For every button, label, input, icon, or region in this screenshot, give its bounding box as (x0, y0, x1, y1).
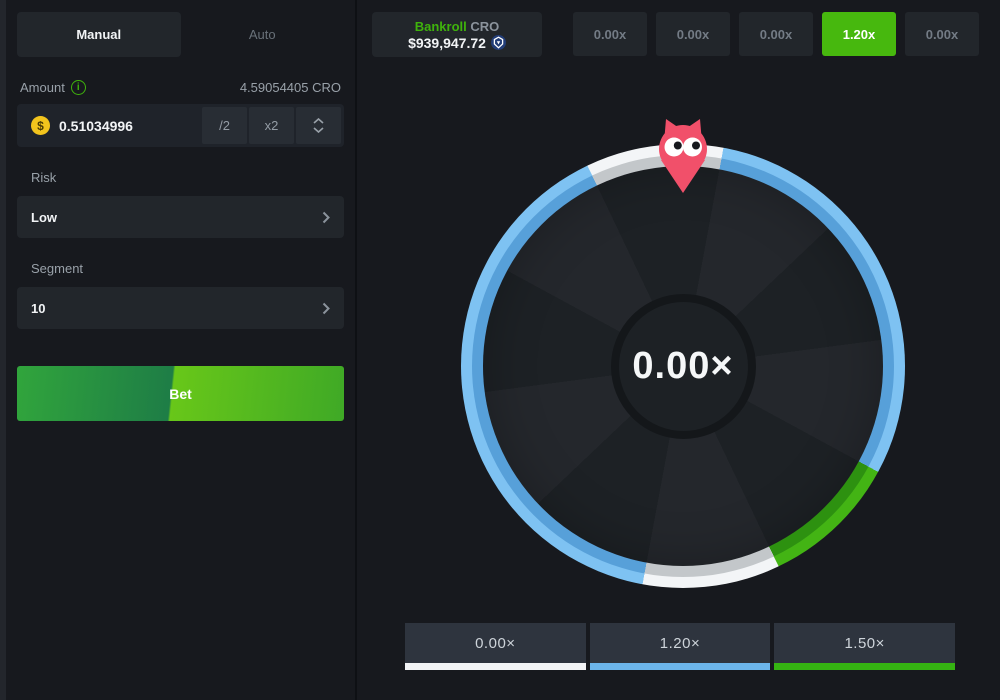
legend-color-bar (405, 663, 586, 670)
tab-manual[interactable]: Manual (17, 12, 181, 57)
chevron-right-icon (322, 211, 330, 223)
amount-input[interactable]: 0.51034996 /2 x2 (17, 104, 344, 147)
bet-panel: Manual Auto Amount 4.59054405 CRO 0.5103… (6, 0, 355, 700)
double-bet-button[interactable]: x2 (249, 107, 294, 144)
risk-select[interactable]: Low (17, 196, 344, 238)
bankroll-box: Bankroll CRO $939,947.72 (372, 12, 542, 57)
coin-icon (31, 116, 50, 135)
segment-value: 10 (31, 300, 46, 316)
amount-header: Amount 4.59054405 CRO (17, 78, 344, 96)
legend-payout: 1.20× (659, 634, 701, 652)
result-multiplier: 0.00× (632, 344, 734, 387)
legend-color-bar (589, 663, 771, 670)
bankroll-currency: CRO (470, 18, 500, 34)
legend-cell: 0.00× (405, 623, 586, 670)
bankroll-value: $939,947.72 (408, 34, 486, 51)
payout-legend: 0.00× 1.20× 1.50× (405, 623, 956, 670)
legend-cell: 1.50× (774, 623, 956, 670)
bet-button[interactable]: Bet (17, 366, 344, 421)
risk-label: Risk (31, 170, 57, 185)
history-chip[interactable]: 0.00x (739, 12, 813, 56)
bankroll-label: Bankroll (414, 18, 467, 34)
history-chip[interactable]: 0.00x (656, 12, 730, 56)
legend-color-bar (774, 663, 956, 670)
legend-cell: 1.20× (589, 623, 771, 670)
amount-stepper[interactable] (296, 107, 341, 144)
mode-tabs: Manual Auto (17, 12, 344, 57)
amount-label: Amount (20, 79, 65, 95)
wheel-hub: 0.00× (610, 293, 756, 439)
amount-value[interactable]: 0.51034996 (59, 117, 133, 134)
info-icon[interactable] (70, 79, 86, 95)
owl-pointer-icon (659, 119, 707, 193)
half-bet-button[interactable]: /2 (202, 107, 247, 144)
history-chip[interactable]: 0.00x (573, 12, 647, 56)
chevron-up-icon (313, 118, 324, 124)
panel-divider (355, 0, 357, 700)
window-edge-strip (0, 0, 6, 700)
history-chip[interactable]: 1.20x (822, 12, 896, 56)
legend-payout: 1.50× (844, 634, 885, 652)
risk-value: Low (31, 209, 57, 225)
segment-label: Segment (31, 261, 84, 276)
wheel: 0.00× (461, 144, 905, 588)
segment-select[interactable]: 10 (17, 287, 344, 329)
wallet-balance: 4.59054405 CRO (239, 79, 341, 95)
history-chip[interactable]: 0.00x (905, 12, 979, 56)
results-history: 0.00x 0.00x 0.00x 1.20x 0.00x (573, 12, 979, 56)
cro-coin-icon (490, 35, 506, 50)
legend-payout: 0.00× (475, 634, 516, 652)
bankroll-title: Bankroll CRO (415, 19, 500, 34)
chevron-right-icon (322, 302, 330, 314)
chevron-down-icon (313, 127, 324, 133)
tab-auto[interactable]: Auto (248, 27, 276, 42)
